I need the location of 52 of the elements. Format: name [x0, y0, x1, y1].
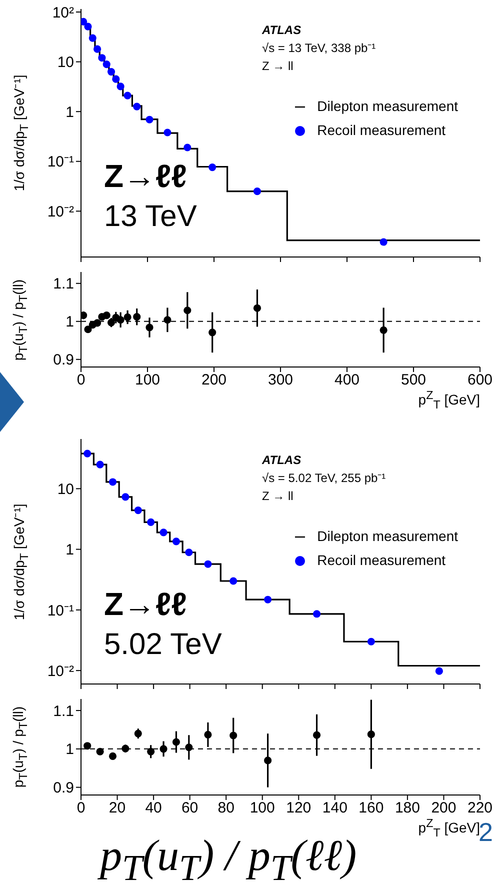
- y-tick-label: 1: [66, 542, 74, 559]
- x-tick-label: 180: [394, 800, 420, 817]
- y-tick-label: 10: [57, 481, 74, 498]
- y-tick-label: 10⁻¹: [47, 602, 74, 620]
- x-tick-label: 400: [334, 372, 360, 389]
- x-axis-title: p$^{Z}$$_{T}$ [GeV]: [418, 817, 480, 840]
- x-tick-label: 100: [134, 372, 160, 389]
- x-tick-label: 120: [286, 800, 312, 817]
- y-tick-label: 10⁻¹: [47, 154, 74, 171]
- legend-label: Recoil measurement: [317, 552, 446, 568]
- x-tick-label: 40: [145, 800, 162, 817]
- annotation: Z→ℓℓ: [104, 158, 187, 195]
- y-tick-label: 10⁻²: [47, 203, 74, 220]
- x-tick-label: 160: [358, 800, 384, 817]
- annotation: Z → ll: [262, 489, 294, 503]
- x-tick-label: 60: [181, 800, 198, 817]
- annotation: 5.02 TeV: [104, 628, 222, 662]
- x-tick-label: 140: [322, 800, 348, 817]
- y-tick-label: 10²: [52, 4, 74, 22]
- legend-label: Dilepton measurement: [317, 98, 458, 114]
- x-tick-label: 220: [467, 800, 493, 817]
- annotation: ATLAS: [262, 453, 302, 467]
- legend-label: Dilepton measurement: [317, 528, 458, 544]
- annotation: 13 TeV: [104, 200, 197, 234]
- x-tick-label: 100: [250, 800, 275, 817]
- annotation: Z → ll: [262, 59, 294, 73]
- annotation: ATLAS: [262, 23, 302, 37]
- x-tick-label: 300: [268, 372, 294, 389]
- x-tick-label: 0: [76, 800, 86, 817]
- x-tick-label: 200: [201, 372, 227, 389]
- annotation: √s = 5.02 TeV, 255 pb⁻¹: [262, 470, 386, 486]
- annotation: Z→ℓℓ: [104, 586, 187, 623]
- y-tick-label: 1.1: [53, 276, 74, 293]
- x-tick-label: 600: [467, 372, 493, 389]
- y-tick-label: 10: [57, 54, 74, 72]
- x-tick-label: 200: [431, 800, 456, 817]
- y-tick-label: 0.9: [53, 352, 74, 369]
- y-tick-label: 1: [66, 314, 74, 331]
- x-tick-label: 80: [218, 800, 234, 817]
- y-tick-label: 10⁻²: [47, 662, 74, 680]
- text: 2: [478, 817, 493, 848]
- annotation: √s = 13 TeV, 338 pb⁻¹: [262, 40, 376, 56]
- x-tick-label: 20: [108, 800, 126, 817]
- y-tick-label: 0.9: [53, 780, 74, 797]
- y-tick-label: 1.1: [53, 702, 74, 720]
- x-axis-title: p$^{Z}$$_{T}$ [GeV]: [418, 389, 480, 412]
- legend-label: Recoil measurement: [317, 122, 446, 138]
- y-tick-label: 1: [66, 741, 74, 758]
- x-tick-label: 0: [76, 372, 86, 389]
- y-tick-label: 1: [66, 104, 74, 121]
- text: p$_{T}$(u$_{T}$) / p$_{T}$(ℓℓ): [100, 830, 357, 883]
- x-tick-label: 500: [400, 372, 426, 389]
